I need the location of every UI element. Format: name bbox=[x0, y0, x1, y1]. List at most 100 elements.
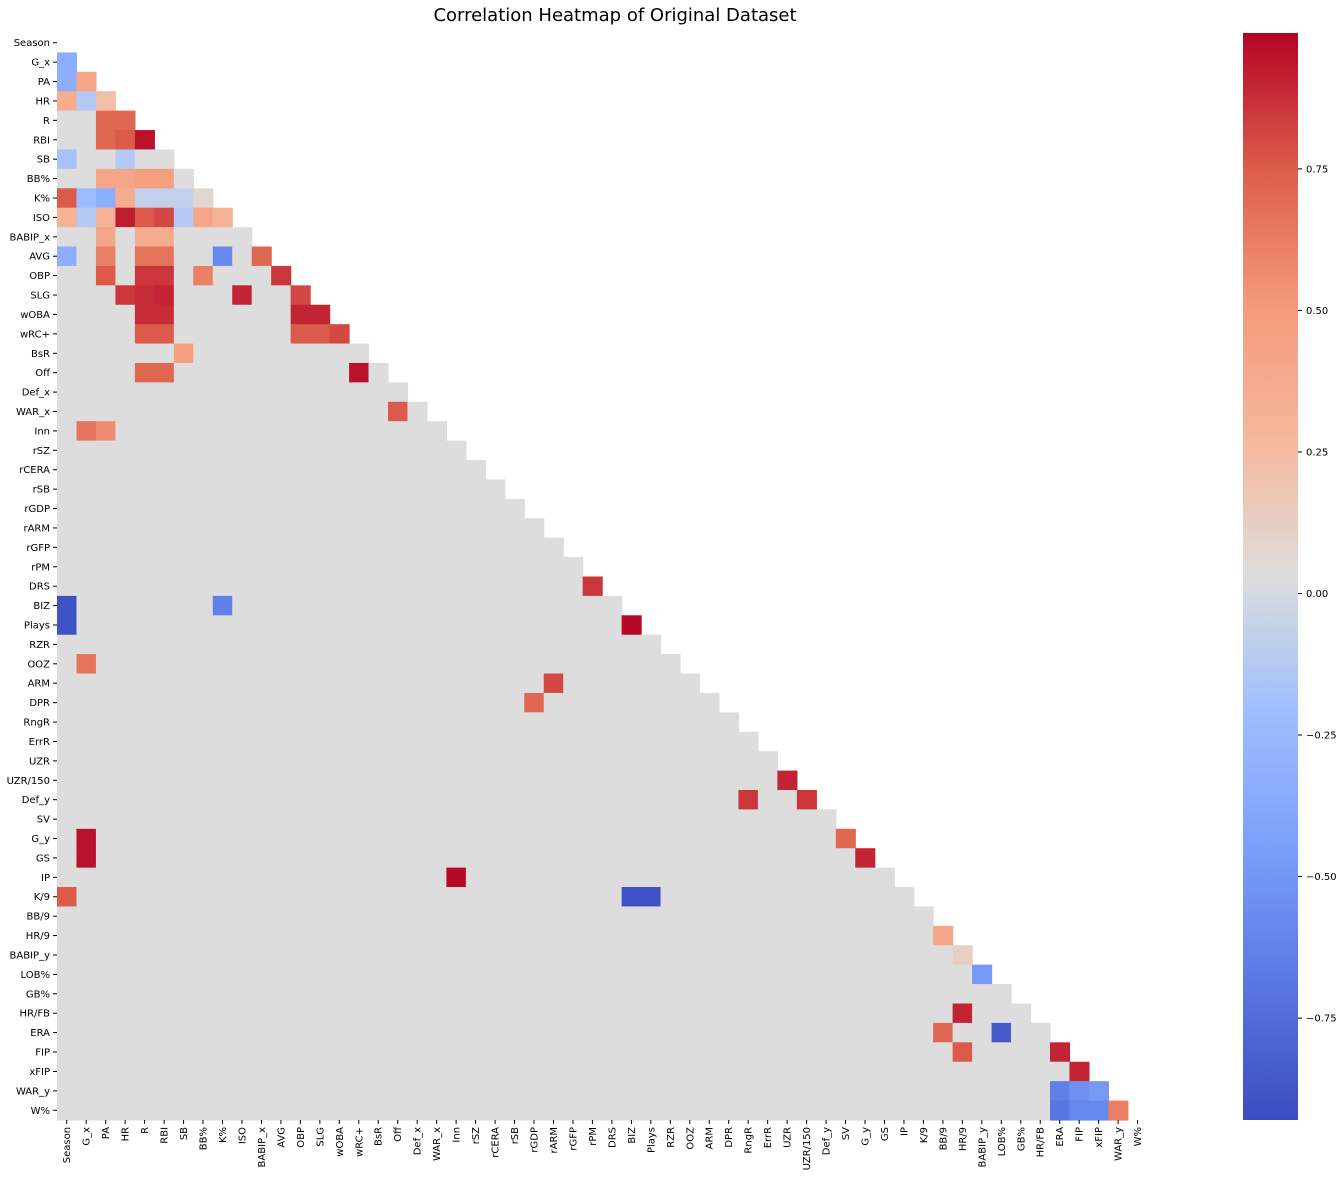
heatmap-cell bbox=[76, 149, 97, 170]
heatmap-cell bbox=[115, 673, 136, 694]
heatmap-cell bbox=[368, 401, 389, 422]
heatmap-cell bbox=[660, 1022, 681, 1043]
heatmap-cell bbox=[816, 945, 837, 966]
heatmap-cell bbox=[465, 1022, 486, 1043]
heatmap-cell bbox=[602, 654, 623, 675]
heatmap-cell bbox=[95, 925, 117, 946]
heatmap-cell bbox=[387, 1003, 409, 1024]
row-label: OOZ bbox=[27, 659, 50, 670]
heatmap-cell bbox=[387, 887, 409, 908]
heatmap-cell bbox=[680, 848, 701, 869]
heatmap-cell bbox=[329, 887, 350, 908]
heatmap-cell bbox=[718, 770, 740, 791]
heatmap-cell bbox=[524, 964, 545, 985]
heatmap-cell bbox=[1011, 1042, 1032, 1063]
heatmap-cell bbox=[680, 770, 701, 791]
heatmap-cell bbox=[95, 1100, 117, 1121]
heatmap-cell bbox=[641, 1042, 662, 1063]
heatmap-cell bbox=[251, 304, 272, 325]
heatmap-cell bbox=[212, 227, 233, 248]
heatmap-cell bbox=[972, 1100, 993, 1121]
heatmap-cell bbox=[757, 1003, 778, 1024]
heatmap-cell bbox=[465, 692, 486, 713]
heatmap-cell bbox=[57, 460, 78, 481]
heatmap-cell bbox=[504, 673, 525, 694]
heatmap-cell bbox=[290, 460, 311, 481]
heatmap-cell bbox=[582, 964, 603, 985]
heatmap-cell bbox=[232, 246, 253, 267]
heatmap-cell bbox=[796, 1100, 817, 1121]
heatmap-cell bbox=[115, 984, 136, 1005]
heatmap-cell bbox=[310, 382, 331, 403]
heatmap-cell bbox=[193, 537, 214, 558]
heatmap-cell bbox=[563, 751, 584, 772]
heatmap-cell bbox=[115, 576, 136, 597]
heatmap-cell bbox=[193, 343, 214, 364]
heatmap-cell bbox=[680, 1081, 701, 1102]
heatmap-cell bbox=[543, 692, 564, 713]
heatmap-cell bbox=[426, 770, 447, 791]
heatmap-cell bbox=[660, 712, 681, 733]
heatmap-cell bbox=[446, 460, 467, 481]
heatmap-cell bbox=[621, 751, 642, 772]
heatmap-cell bbox=[582, 692, 603, 713]
heatmap-cell bbox=[173, 460, 194, 481]
heatmap-cell bbox=[465, 789, 486, 810]
heatmap-cell bbox=[212, 382, 233, 403]
heatmap-cell bbox=[212, 848, 233, 869]
heatmap-cell bbox=[95, 867, 117, 888]
heatmap-cell bbox=[134, 751, 155, 772]
heatmap-cell bbox=[368, 673, 389, 694]
heatmap-cell bbox=[212, 887, 233, 908]
heatmap-cell bbox=[524, 576, 545, 597]
heatmap-cell bbox=[465, 654, 486, 675]
heatmap-cell bbox=[57, 809, 78, 830]
heatmap-cell bbox=[387, 809, 409, 830]
heatmap-cell bbox=[485, 1061, 506, 1082]
heatmap-cell bbox=[738, 789, 759, 810]
heatmap-cell bbox=[95, 421, 117, 442]
heatmap-cell bbox=[57, 246, 78, 267]
heatmap-cell bbox=[173, 906, 194, 927]
heatmap-cell bbox=[329, 828, 350, 849]
heatmap-cell bbox=[232, 1081, 253, 1102]
heatmap-cell bbox=[368, 518, 389, 539]
heatmap-cell bbox=[134, 654, 155, 675]
heatmap-cell bbox=[251, 1022, 272, 1043]
heatmap-cell bbox=[310, 1100, 331, 1121]
heatmap-cell bbox=[582, 673, 603, 694]
column-label: PA bbox=[101, 1127, 112, 1139]
heatmap-cell bbox=[407, 460, 428, 481]
heatmap-cell bbox=[660, 867, 681, 888]
row-label: rCERA bbox=[19, 465, 50, 476]
heatmap-cell bbox=[543, 906, 564, 927]
heatmap-cell bbox=[680, 945, 701, 966]
heatmap-cell bbox=[329, 654, 350, 675]
heatmap-cell bbox=[251, 537, 272, 558]
heatmap-cell bbox=[271, 906, 292, 927]
heatmap-cell bbox=[76, 1022, 97, 1043]
heatmap-cell bbox=[718, 867, 740, 888]
heatmap-cell bbox=[816, 1022, 837, 1043]
heatmap-cell bbox=[193, 867, 214, 888]
heatmap-cell bbox=[504, 712, 525, 733]
heatmap-cell bbox=[193, 324, 214, 345]
heatmap-cell bbox=[524, 848, 545, 869]
heatmap-cell bbox=[543, 867, 564, 888]
heatmap-cell bbox=[602, 1061, 623, 1082]
heatmap-cell bbox=[407, 615, 428, 636]
heatmap-cell bbox=[212, 1061, 233, 1082]
heatmap-cell bbox=[465, 887, 486, 908]
heatmap-cell bbox=[582, 576, 603, 597]
heatmap-cell bbox=[95, 712, 117, 733]
heatmap-cell bbox=[154, 246, 175, 267]
heatmap-cell bbox=[76, 246, 97, 267]
heatmap-cell bbox=[76, 964, 97, 985]
heatmap-cell bbox=[368, 479, 389, 500]
heatmap-cell bbox=[699, 751, 720, 772]
heatmap-cell bbox=[193, 382, 214, 403]
heatmap-cell bbox=[641, 925, 662, 946]
heatmap-cell bbox=[349, 1100, 370, 1121]
heatmap-cell bbox=[232, 789, 253, 810]
heatmap-cell bbox=[173, 382, 194, 403]
